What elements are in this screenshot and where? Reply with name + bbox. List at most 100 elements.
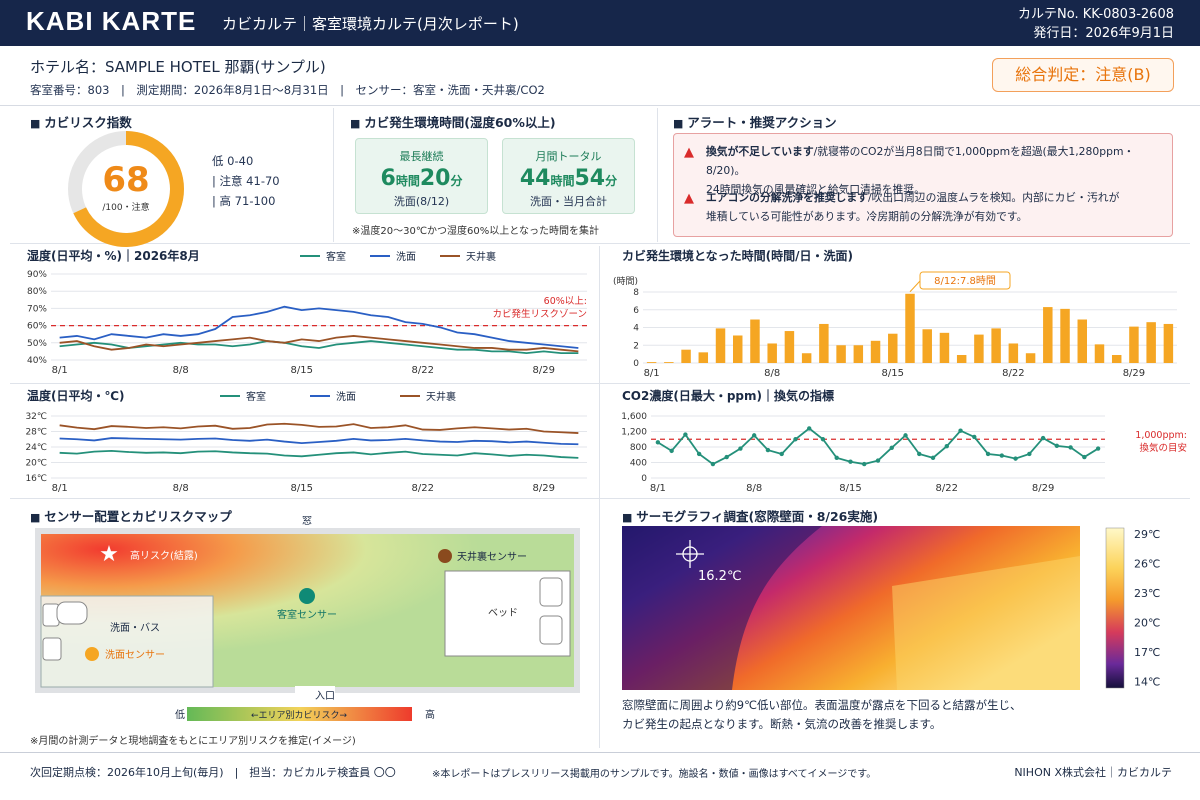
- room-sensor-label: 客室センサー: [277, 608, 337, 621]
- bar: [888, 333, 898, 363]
- thermo-scale-label: 26℃: [1134, 558, 1160, 571]
- thermo-scale-label: 17℃: [1134, 646, 1160, 659]
- x-tick-label: 8/1: [52, 365, 68, 376]
- entrance-gap: [295, 686, 335, 693]
- thermo-desc-2: カビ発生の起点となります。断熱・気流の改善を推奨します。: [622, 717, 942, 731]
- thermo-scale-label: 23℃: [1134, 587, 1160, 600]
- data-point: [807, 426, 812, 431]
- x-tick-label: 8/15: [839, 483, 861, 494]
- y-tick-label: 800: [630, 443, 647, 453]
- data-point: [710, 461, 716, 467]
- data-point: [862, 461, 867, 467]
- chart-title: 温度(日平均・℃): [27, 388, 125, 403]
- longest-value: 6時間20分: [380, 166, 463, 191]
- y-tick-label: 1,600: [621, 412, 647, 422]
- bed-label: ベッド: [488, 607, 518, 619]
- bar: [1060, 308, 1070, 363]
- x-tick-label: 8/29: [533, 483, 555, 494]
- divider: [10, 383, 1190, 384]
- bar: [767, 343, 777, 363]
- total-label: 月間トータル: [535, 150, 602, 163]
- bar: [836, 345, 846, 363]
- threshold-label: カビ発生リスクゾーン: [492, 308, 587, 320]
- data-point: [999, 453, 1005, 458]
- bar: [1094, 344, 1105, 363]
- y-tick-label: 0: [633, 359, 639, 369]
- annotation-leader: [909, 280, 921, 293]
- y-tick-label: 40%: [27, 356, 47, 366]
- y-tick-label: 50%: [27, 339, 47, 349]
- window-label: 窓: [302, 516, 312, 527]
- legend-high: 高: [425, 708, 435, 721]
- thermo-scale-label: 14℃: [1134, 676, 1160, 689]
- legend-label: 天井裏: [426, 390, 456, 403]
- bar: [922, 329, 932, 363]
- bath-wall: [40, 595, 214, 688]
- room-meta: 客室番号：803 | 測定期間：2026年8月1日〜8月31日 | センサー：客…: [30, 83, 545, 97]
- chart-title: カビ発生環境となった時間(時間/日・洗面): [622, 248, 853, 263]
- data-point: [972, 434, 977, 440]
- y-tick-label: 24℃: [25, 443, 47, 453]
- x-tick-label: 8/29: [1123, 368, 1145, 379]
- bar: [1163, 323, 1174, 363]
- data-point: [834, 455, 839, 461]
- data-point: [779, 451, 784, 457]
- footer-disclaimer: ※本レポートはプレスリリース掲載用のサンプルです。施設名・数値・画像はすべてイメ…: [432, 769, 877, 780]
- footer-next-inspection: 次回定期点検：2026年10月上旬(毎月) | 担当：カビカルテ検査員 〇〇: [30, 766, 396, 779]
- temperature-chart: 温度(日平均・℃) 32℃ 28℃ 24℃ 20℃ 16℃ 8/1 8/8 8/15 8/22 8/…: [25, 388, 587, 494]
- legend-label: 客室: [326, 250, 346, 263]
- series-line: [59, 340, 579, 355]
- bar: [681, 349, 691, 363]
- data-point: [889, 445, 894, 450]
- risk-legend-bar: [187, 707, 412, 721]
- room-sensor-marker: [299, 588, 315, 604]
- y-tick-label: 16℃: [25, 474, 47, 484]
- data-point: [930, 455, 936, 461]
- alert-item-aircon: ▲ エアコンの分解洗浄を推奨します/吹出口周辺の温度ムラを検知。内部にカビ・汚れ…: [684, 191, 1120, 223]
- threshold-label: 換気の目安: [1139, 442, 1187, 454]
- bar: [870, 340, 881, 363]
- bath-label: 洗面・バス: [110, 622, 160, 634]
- risk-map: 窓 ベッド 洗面・バス ★ 高リスク(結露) 天井裏センサー 客室センサー 洗面…: [35, 516, 580, 721]
- bar: [991, 328, 1001, 363]
- high-risk-star-icon: ★: [99, 542, 119, 567]
- data-point: [848, 459, 853, 464]
- thermo-scale-bar: [1105, 527, 1125, 689]
- header-bar: KABI KARTE カビカルテ｜客室環境カルテ(月次レポート) カルテNo. …: [0, 0, 1200, 46]
- x-tick-label: 8/8: [764, 368, 780, 379]
- data-point: [1013, 456, 1018, 461]
- ceiling-sensor-marker: [438, 549, 452, 563]
- y-tick-label: 400: [630, 459, 647, 469]
- x-tick-label: 8/15: [290, 365, 312, 376]
- footer: 次回定期点検：2026年10月上旬(毎月) | 担当：カビカルテ検査員 〇〇 ※…: [0, 752, 1200, 800]
- x-tick-label: 8/29: [1032, 483, 1054, 494]
- data-point: [738, 446, 743, 451]
- bar: [1008, 343, 1019, 363]
- thermo-title: サーモグラフィ調査(窓際壁面・8/26実施): [622, 506, 878, 525]
- bar: [664, 362, 674, 363]
- total-sub: 洗面・当月合計: [530, 195, 607, 208]
- x-tick-label: 8/8: [173, 365, 189, 376]
- bar: [956, 355, 967, 363]
- chart-title: CO2濃度(日最大・ppm)｜換気の指標: [622, 388, 834, 403]
- divider: [599, 246, 600, 748]
- bathtub: [42, 637, 62, 661]
- cold-zone: [622, 526, 822, 690]
- data-point: [1027, 451, 1032, 457]
- humidity-chart: 湿度(日平均・%)｜2026年8月 90% 80% 70% 60% 50% 40% 8/1 8/…: [27, 248, 587, 376]
- legend-label: 洗面: [396, 251, 416, 263]
- bar: [1111, 355, 1122, 363]
- high-risk-label: 高リスク(結露): [130, 549, 198, 562]
- x-tick-label: 8/22: [1002, 368, 1024, 379]
- curtain-zone: [892, 556, 1080, 690]
- warning-icon: ▲: [684, 191, 694, 206]
- y-tick-label: 70%: [27, 304, 47, 314]
- y-tick-label: 0: [641, 474, 647, 484]
- annotation-label: 8/12:7.8時間: [934, 275, 996, 287]
- bar: [784, 331, 795, 363]
- divider: [333, 108, 334, 242]
- bar: [853, 345, 864, 363]
- y-tick-label: 8: [633, 288, 639, 298]
- data-point: [1082, 454, 1087, 460]
- map-note: ※月間の計測データと現地調査をもとにエリア別リスクを推定(イメージ): [30, 736, 356, 747]
